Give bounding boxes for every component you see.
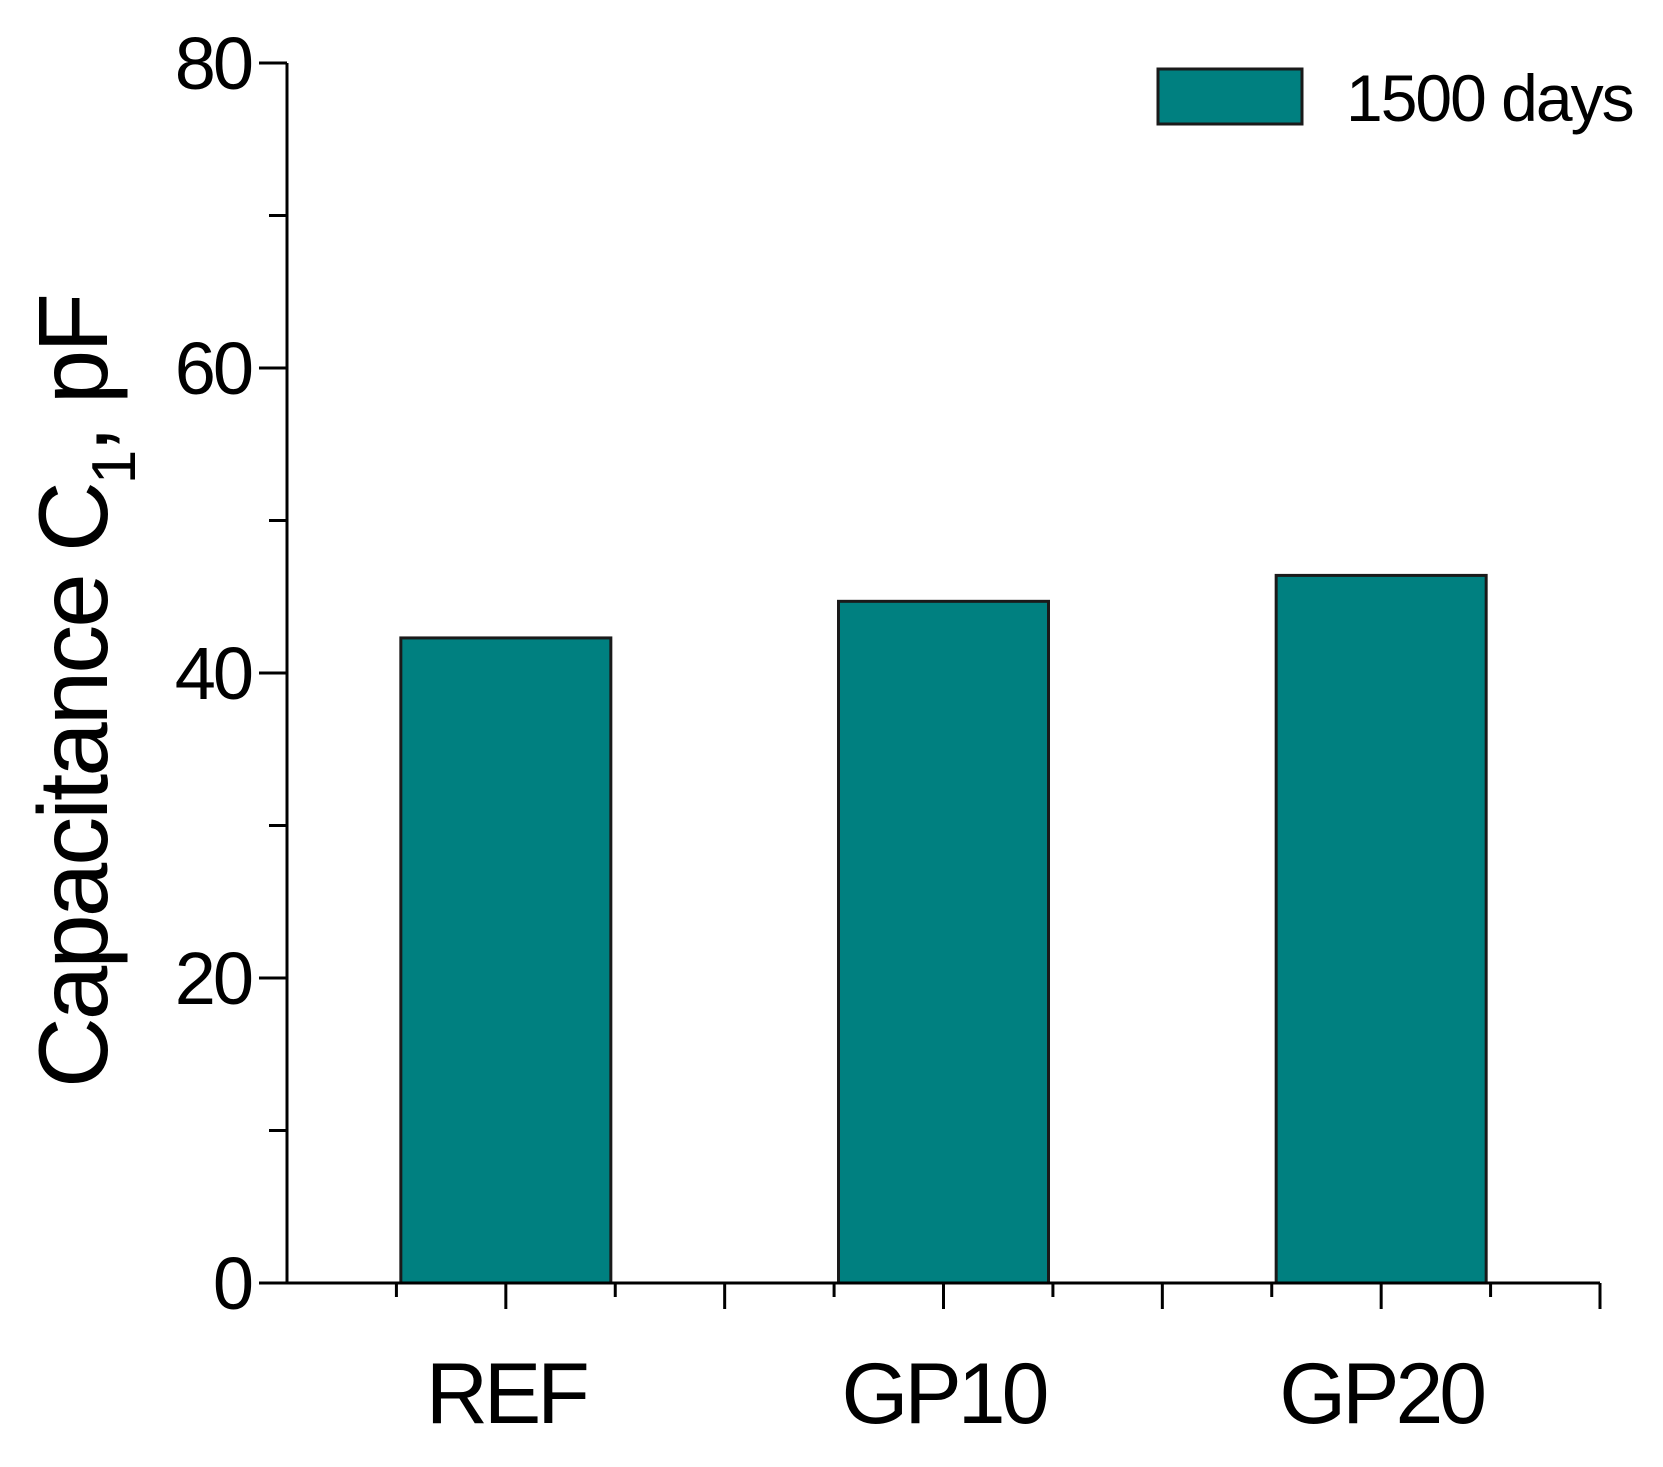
bar-gp20 xyxy=(1274,573,1488,1285)
y-axis-title: Capacitance C1, pF xyxy=(18,296,149,1088)
legend: 1500 days xyxy=(1156,61,1635,135)
legend-swatch xyxy=(1156,67,1304,126)
axes-layer xyxy=(259,61,1602,1309)
y-tick-label: 80 xyxy=(175,22,252,105)
bar-ref xyxy=(399,636,613,1285)
y-axis-title-unit: , pF xyxy=(18,296,128,453)
y-tick-label: 40 xyxy=(175,632,252,715)
x-tick-label: GP10 xyxy=(842,1346,1047,1442)
bar-gp10 xyxy=(837,599,1050,1285)
x-tick-label: REF xyxy=(426,1346,587,1442)
y-tick-label: 60 xyxy=(175,327,252,410)
bars-layer xyxy=(399,573,1488,1285)
legend-label: 1500 days xyxy=(1346,61,1633,135)
labels-layer: 0 20 40 60 80 REF GP10 GP20 Capacitance C1, pF xyxy=(18,22,1488,1442)
x-tick-label: GP20 xyxy=(1279,1346,1484,1442)
y-tick-label: 0 xyxy=(213,1242,252,1325)
y-axis-title-subscript: 1 xyxy=(80,452,149,484)
y-axis-title-main: Capacitance C xyxy=(18,484,128,1088)
y-tick-label: 20 xyxy=(175,937,252,1020)
